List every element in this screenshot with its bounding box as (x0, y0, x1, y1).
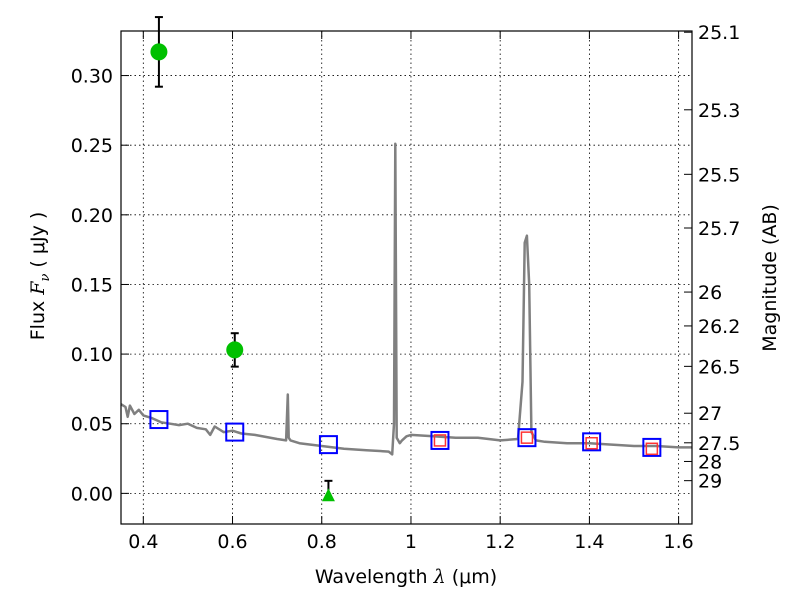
blue-square-point (642, 437, 662, 457)
red-square-point (433, 434, 447, 447)
red-square-point (585, 436, 598, 450)
grid-lines (121, 31, 692, 524)
x-tick-label: 0.8 (307, 531, 337, 553)
y-tick-label: 0.30 (71, 66, 113, 88)
spectrum-line (120, 142, 692, 456)
red-square-point (645, 442, 659, 456)
blue-square-point (225, 422, 245, 442)
y-tick-label: 0.05 (71, 414, 113, 436)
green-triangle-point (321, 488, 335, 502)
y-tick-label: 0.10 (71, 344, 113, 366)
blue-square-point (149, 410, 169, 430)
y2-tick-label: 29 (698, 471, 722, 493)
y2-tick-label: 27 (698, 403, 722, 425)
y2-tick-label: 26 (698, 282, 722, 304)
y2-tick-label: 25.7 (698, 218, 740, 240)
x-tick-label: 1.2 (485, 531, 515, 553)
x-tick-label: 0.6 (217, 531, 247, 553)
red-square-point (520, 431, 534, 444)
x-tick-label: 1 (405, 531, 417, 553)
y2-tick-label: 26.5 (698, 356, 740, 378)
green-circle-point (150, 43, 168, 61)
photometry-points (149, 16, 662, 502)
spectrum-series (120, 142, 692, 456)
y-tick-label: 0.00 (71, 483, 113, 505)
y2-tick-label: 26.2 (698, 316, 740, 338)
y2-axis-label: Magnitude (AB) (759, 204, 781, 352)
green-circle-point (226, 341, 244, 359)
plot-frame (120, 30, 693, 525)
y2-tick-label: 25.3 (698, 100, 740, 122)
y2-tick-label: 27.5 (698, 433, 740, 455)
y2-tick-label: 28 (698, 451, 722, 473)
y-tick-label: 0.15 (71, 274, 113, 296)
x-axis-ticks: 0.4 0.6 0.8 1 1.2 1.4 1.6 (128, 31, 694, 553)
x-tick-label: 0.4 (128, 531, 158, 553)
x-tick-label: 1.4 (574, 531, 604, 553)
y2-tick-label: 25.5 (698, 164, 740, 186)
blue-square-point (430, 430, 450, 450)
blue-square-point (582, 432, 602, 452)
y-axis-label: Flux Fν ( μJy ) (27, 212, 53, 341)
x-tick-label: 1.6 (664, 531, 694, 553)
y-tick-label: 0.20 (71, 205, 113, 227)
blue-square-point (318, 435, 338, 455)
y-axis-ticks: 0.00 0.05 0.10 0.15 0.20 0.25 0.30 (71, 66, 129, 505)
blue-square-point (517, 428, 537, 448)
x-axis-label: Wavelength λ (μm) (315, 566, 497, 588)
y2-tick-label: 25.1 (698, 22, 740, 44)
y-tick-label: 0.25 (71, 135, 113, 157)
